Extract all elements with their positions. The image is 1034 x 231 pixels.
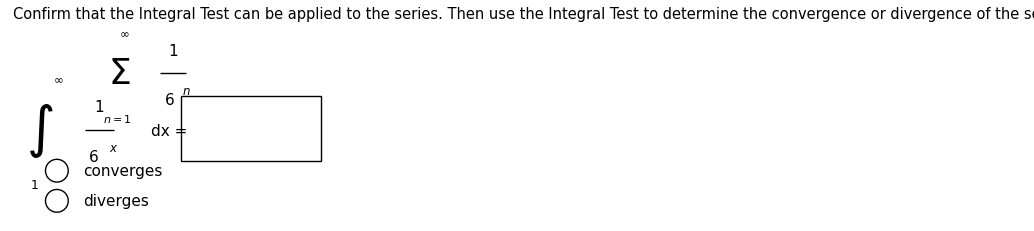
Text: 1: 1 [168,43,178,58]
Text: n: n [182,85,190,98]
Text: $n=1$: $n=1$ [102,113,131,125]
Text: $\infty$: $\infty$ [119,27,129,40]
Text: 1: 1 [94,100,104,115]
Text: $\infty$: $\infty$ [53,73,63,86]
Text: dx =: dx = [151,123,187,138]
Bar [181,97,321,162]
Text: 6: 6 [164,93,175,108]
Text: converges: converges [83,164,162,178]
Text: x: x [110,141,116,154]
Text: 1: 1 [30,178,38,191]
Text: $\int$: $\int$ [26,102,53,159]
Text: Confirm that the Integral Test can be applied to the series. Then use the Integr: Confirm that the Integral Test can be ap… [13,7,1034,22]
Text: diverges: diverges [83,194,149,208]
Text: $\Sigma$: $\Sigma$ [108,57,130,91]
Text: 6: 6 [89,150,99,164]
